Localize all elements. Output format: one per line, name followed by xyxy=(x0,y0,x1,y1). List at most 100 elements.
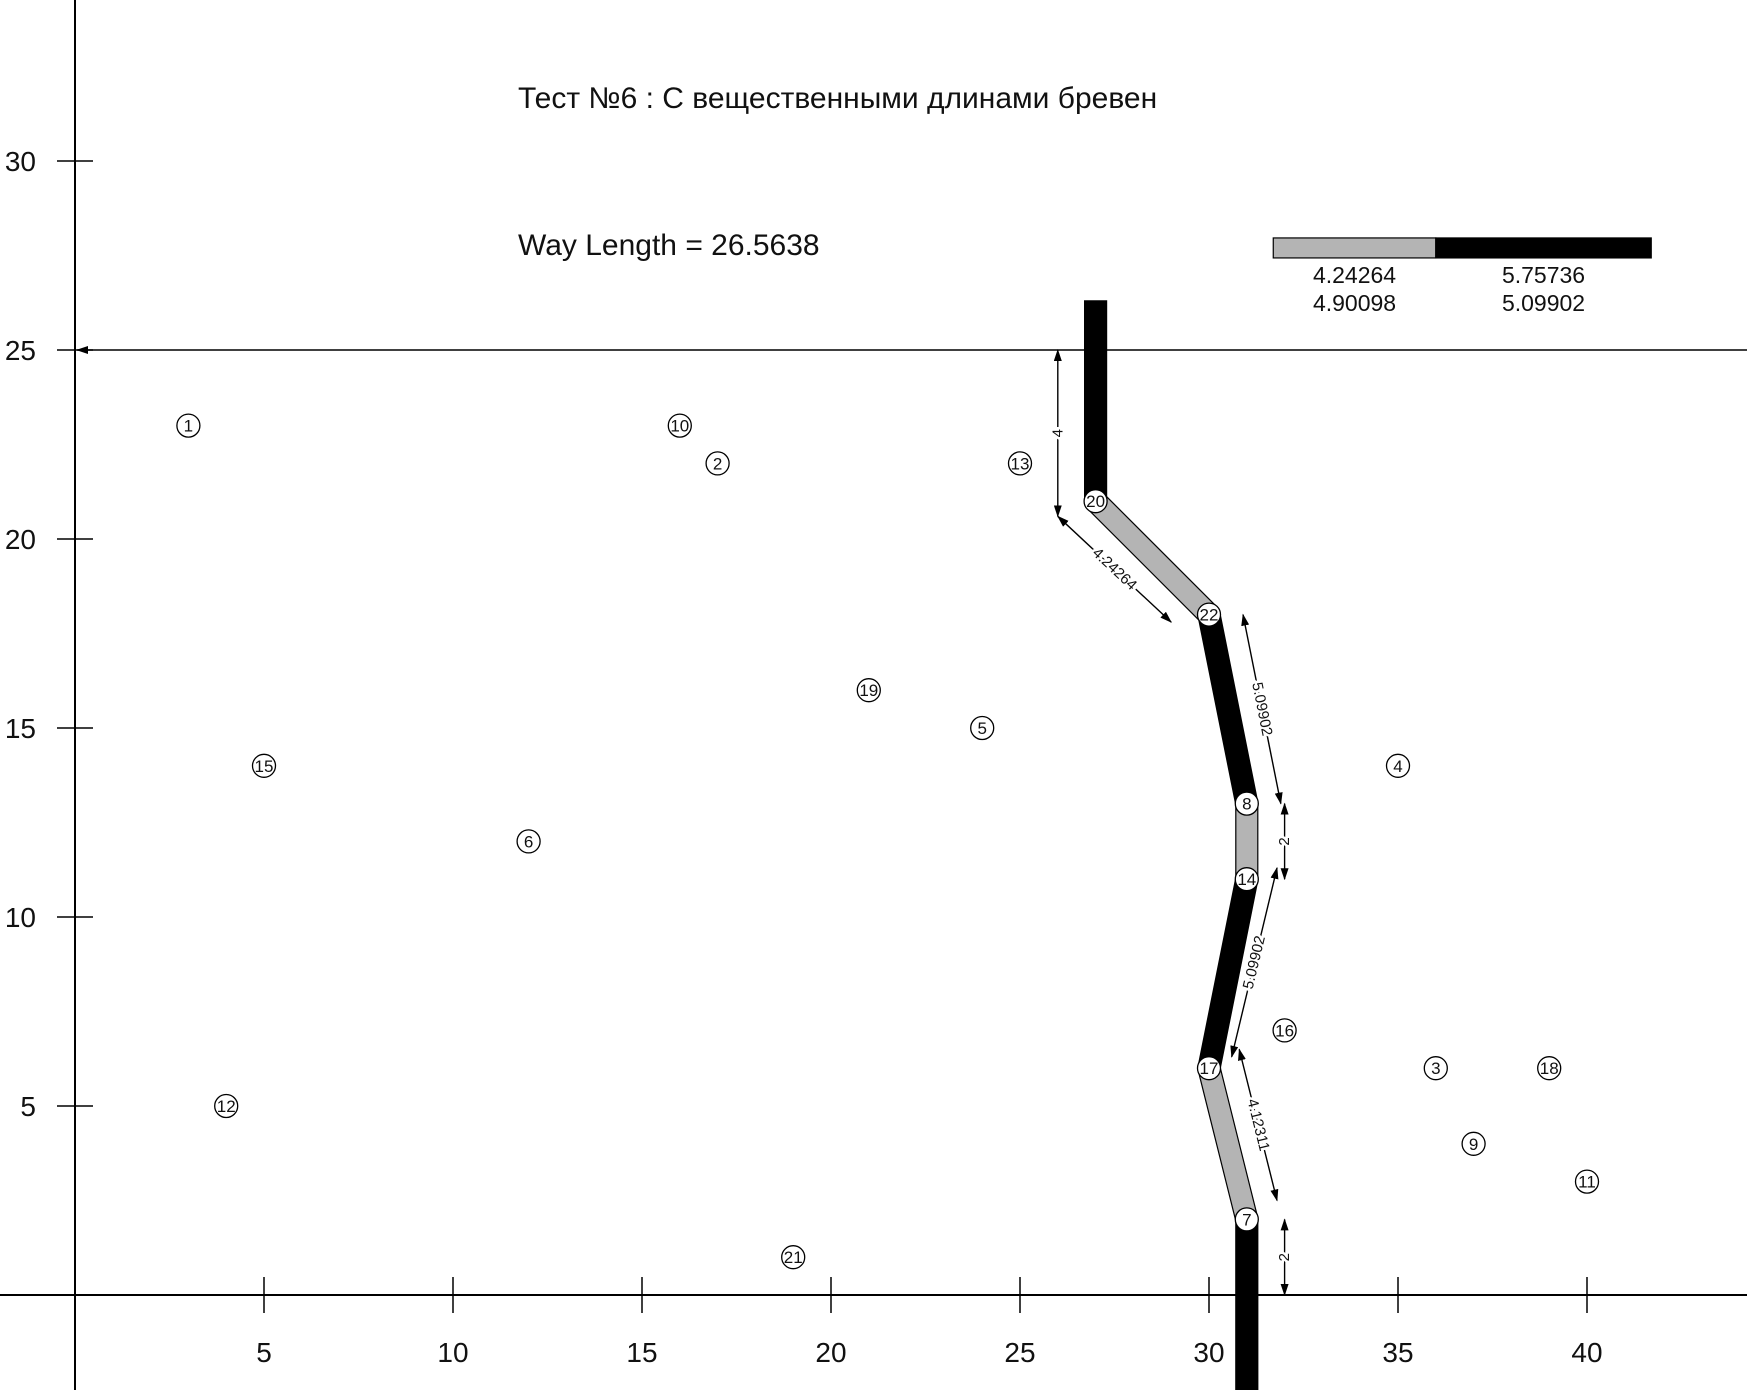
legend-label: 4.24264 xyxy=(1313,262,1396,288)
point-circle xyxy=(176,413,201,438)
point-circle xyxy=(667,413,692,438)
x-tick-label: 40 xyxy=(1571,1337,1602,1368)
point-marker: 14 xyxy=(1234,867,1259,892)
way-length-label: Way Length = 26.5638 xyxy=(518,229,820,262)
point-marker: 10 xyxy=(667,413,692,438)
point-circle xyxy=(705,451,730,476)
x-tick-label: 10 xyxy=(437,1337,468,1368)
point-circle xyxy=(1234,791,1259,816)
point-label: 8 xyxy=(1242,795,1251,814)
y-tick-label: 20 xyxy=(5,524,36,555)
point-label: 1 xyxy=(184,417,193,436)
point-marker: 11 xyxy=(1574,1169,1600,1194)
dimension-label: 2 xyxy=(1276,837,1293,845)
legend-swatch xyxy=(1272,237,1437,259)
point-circle xyxy=(1423,1056,1448,1081)
point-marker: 18 xyxy=(1537,1056,1562,1081)
x-tick-label: 20 xyxy=(815,1337,846,1368)
point-marker: 8 xyxy=(1234,791,1259,816)
x-tick-label: 35 xyxy=(1382,1337,1413,1368)
legend-label: 4.90098 xyxy=(1313,290,1396,316)
point-label: 19 xyxy=(859,681,878,700)
point-label: 13 xyxy=(1011,454,1030,473)
y-tick-label: 5 xyxy=(20,1091,36,1122)
x-tick-label: 30 xyxy=(1193,1337,1224,1368)
point-marker: 3 xyxy=(1423,1056,1448,1081)
point-label: 14 xyxy=(1237,870,1256,889)
y-tick-label: 15 xyxy=(5,713,36,744)
point-label: 3 xyxy=(1431,1059,1440,1078)
point-circle xyxy=(1234,1207,1259,1232)
point-circle xyxy=(1537,1056,1562,1081)
point-label: 17 xyxy=(1200,1059,1219,1078)
point-label: 11 xyxy=(1578,1173,1596,1192)
point-label: 15 xyxy=(255,757,274,776)
point-label: 9 xyxy=(1469,1135,1478,1154)
dimension-label: 4 xyxy=(1049,429,1066,437)
point-circle xyxy=(856,678,881,703)
point-marker: 12 xyxy=(214,1093,239,1119)
point-label: 5 xyxy=(977,719,986,738)
point-label: 4 xyxy=(1393,757,1402,776)
point-marker: 20 xyxy=(1083,489,1108,514)
point-circle xyxy=(1083,489,1108,514)
point-marker: 5 xyxy=(970,715,995,741)
dimension-arrow xyxy=(1241,613,1283,805)
y-tick-label: 25 xyxy=(5,335,36,366)
point-marker: 1 xyxy=(176,413,201,438)
point-circle xyxy=(1196,602,1222,627)
point-circle xyxy=(516,829,541,854)
y-tick-label: 10 xyxy=(5,902,36,933)
x-tick-label: 5 xyxy=(256,1337,272,1368)
point-label: 18 xyxy=(1540,1059,1559,1078)
point-marker: 21 xyxy=(781,1245,806,1270)
point-marker: 13 xyxy=(1007,451,1033,476)
point-circle xyxy=(214,1093,239,1119)
point-label: 10 xyxy=(670,417,689,436)
dimension-label: 4.12311 xyxy=(1243,1097,1272,1153)
point-circle xyxy=(1574,1169,1600,1194)
point-circle xyxy=(1007,451,1033,476)
point-circle xyxy=(251,753,277,778)
point-circle xyxy=(1461,1131,1486,1156)
point-circle xyxy=(1196,1056,1222,1081)
log-segment xyxy=(1083,300,1108,502)
legend-label: 5.75736 xyxy=(1502,262,1585,288)
point-marker: 17 xyxy=(1196,1056,1222,1081)
point-marker: 19 xyxy=(856,678,881,703)
point-label: 2 xyxy=(713,454,722,473)
point-circle xyxy=(1385,753,1411,778)
legend-swatch xyxy=(1435,237,1652,259)
point-marker: 15 xyxy=(251,753,277,778)
point-marker: 7 xyxy=(1234,1207,1259,1232)
point-marker: 16 xyxy=(1272,1018,1297,1043)
chart-title: Тест №6 : С вещественными длинами бревен xyxy=(518,82,1157,115)
point-marker: 22 xyxy=(1196,602,1222,627)
point-circle xyxy=(1272,1018,1297,1043)
point-marker: 2 xyxy=(705,451,730,476)
x-tick-label: 15 xyxy=(626,1337,657,1368)
dimension-arrow xyxy=(1238,1048,1279,1202)
dimension-arrow xyxy=(1057,515,1172,623)
point-circle xyxy=(781,1245,806,1270)
dimension-arrow xyxy=(1230,866,1279,1058)
point-marker: 4 xyxy=(1385,753,1411,778)
point-marker: 9 xyxy=(1461,1131,1486,1156)
log-path xyxy=(1083,300,1259,1390)
point-label: 6 xyxy=(524,832,533,851)
point-label: 21 xyxy=(784,1248,803,1267)
point-label: 22 xyxy=(1200,606,1219,625)
point-circle xyxy=(970,715,995,741)
point-label: 16 xyxy=(1275,1021,1294,1040)
legend-label: 5.09902 xyxy=(1502,290,1585,316)
point-marker: 6 xyxy=(516,829,541,854)
point-label: 12 xyxy=(217,1097,236,1116)
log-segment xyxy=(1235,1218,1259,1390)
x-tick-label: 25 xyxy=(1004,1337,1035,1368)
point-label: 7 xyxy=(1242,1210,1251,1229)
dimension-label: 5.09902 xyxy=(1248,681,1275,738)
